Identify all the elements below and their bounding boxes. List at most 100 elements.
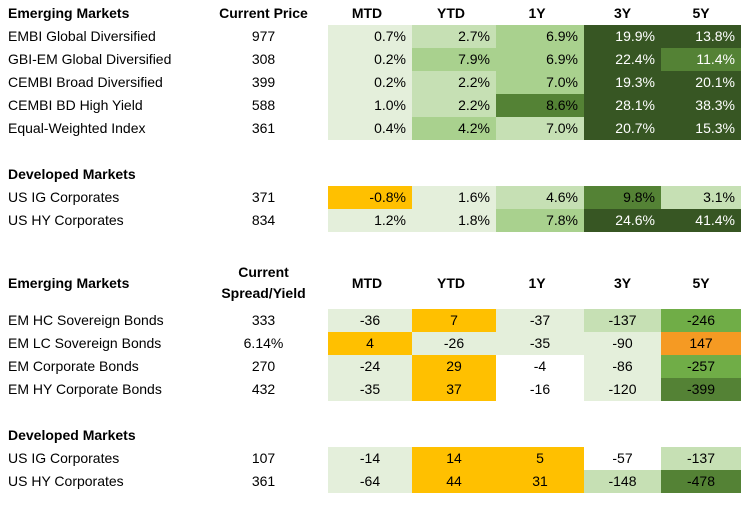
ytd-cell: 7	[412, 309, 496, 332]
row-label: GBI-EM Global Diversified	[8, 51, 172, 67]
5y-header: 5Y	[692, 275, 710, 291]
5y-cell: -137	[661, 447, 741, 470]
mtd-cell: 1.2%	[328, 209, 412, 232]
3y-cell: -57	[584, 447, 661, 470]
current-price-header: Current Price	[219, 5, 308, 21]
mtd-cell: 4	[328, 332, 412, 355]
mtd-header: MTD	[351, 5, 383, 21]
mtd-cell: 0.2%	[328, 48, 412, 71]
1y-cell: 7.0%	[496, 71, 584, 94]
developed-markets-title: Developed Markets	[8, 166, 136, 182]
ytd-cell: 1.6%	[412, 186, 496, 209]
spread-header-line1: Current	[238, 264, 289, 280]
table-row: GBI-EM Global Diversified 308 0.2% 7.9% …	[0, 48, 751, 71]
5y-cell: -257	[661, 355, 741, 378]
ytd-cell: 29	[412, 355, 496, 378]
current-price: 361	[251, 120, 276, 136]
mtd-cell: -36	[328, 309, 412, 332]
3y-cell: 19.3%	[584, 71, 661, 94]
current-spread: 432	[251, 381, 276, 397]
current-spread: 361	[251, 473, 276, 489]
3y-cell: 20.7%	[584, 117, 661, 140]
1y-cell: -35	[496, 332, 584, 355]
3y-cell: 19.9%	[584, 25, 661, 48]
current-price: 834	[251, 212, 276, 228]
row-label: US IG Corporates	[8, 450, 120, 466]
5y-header: 5Y	[692, 5, 710, 21]
mtd-cell: 0.7%	[328, 25, 412, 48]
current-price: 371	[251, 189, 276, 205]
5y-cell: -478	[661, 470, 741, 493]
current-price: 977	[251, 28, 276, 44]
spreads-section-title: Emerging Markets	[8, 275, 130, 291]
1y-cell: -4	[496, 355, 584, 378]
row-label: EMBI Global Diversified	[8, 28, 156, 44]
ytd-cell: -26	[412, 332, 496, 355]
1y-cell: 8.6%	[496, 94, 584, 117]
5y-cell: -399	[661, 378, 741, 401]
5y-cell: 11.4%	[661, 48, 741, 71]
1y-cell: -16	[496, 378, 584, 401]
3y-header: 3Y	[613, 5, 632, 21]
returns-header-row: Emerging Markets Current Price MTD YTD 1…	[0, 2, 751, 25]
table-row: EM LC Sovereign Bonds 6.14% 4 -26 -35 -9…	[0, 332, 751, 355]
table-row: CEMBI Broad Diversified 399 0.2% 2.2% 7.…	[0, 71, 751, 94]
3y-cell: -90	[584, 332, 661, 355]
5y-cell: -246	[661, 309, 741, 332]
spreads-header-row: Emerging Markets Current Spread/Yield MT…	[0, 260, 751, 306]
spread-header-line2: Spread/Yield	[221, 285, 306, 301]
table-row: US IG Corporates 371 -0.8% 1.6% 4.6% 9.8…	[0, 186, 751, 209]
table-row: EM HY Corporate Bonds 432 -35 37 -16 -12…	[0, 378, 751, 401]
mtd-cell: 1.0%	[328, 94, 412, 117]
mtd-cell: -24	[328, 355, 412, 378]
1y-cell: 4.6%	[496, 186, 584, 209]
3y-cell: 9.8%	[584, 186, 661, 209]
current-spread: 333	[251, 312, 276, 328]
mtd-cell: -0.8%	[328, 186, 412, 209]
row-label: Equal-Weighted Index	[8, 120, 146, 136]
3y-cell: 28.1%	[584, 94, 661, 117]
5y-cell: 147	[661, 332, 741, 355]
table-row: EMBI Global Diversified 977 0.7% 2.7% 6.…	[0, 25, 751, 48]
5y-cell: 41.4%	[661, 209, 741, 232]
1y-header: 1Y	[528, 275, 546, 291]
row-label: EM Corporate Bonds	[8, 358, 139, 374]
current-price: 588	[251, 97, 276, 113]
row-label: EM HY Corporate Bonds	[8, 381, 162, 397]
ytd-cell: 44	[412, 470, 496, 493]
table-row: US HY Corporates 361 -64 44 31 -148 -478	[0, 470, 751, 493]
row-label: US HY Corporates	[8, 212, 124, 228]
ytd-cell: 2.2%	[412, 94, 496, 117]
1y-cell: 7.8%	[496, 209, 584, 232]
table-row: US IG Corporates 107 -14 14 5 -57 -137	[0, 447, 751, 470]
mtd-cell: 0.4%	[328, 117, 412, 140]
mtd-cell: 0.2%	[328, 71, 412, 94]
1y-cell: -37	[496, 309, 584, 332]
row-label: CEMBI Broad Diversified	[8, 74, 163, 90]
table-row: US HY Corporates 834 1.2% 1.8% 7.8% 24.6…	[0, 209, 751, 232]
1y-cell: 6.9%	[496, 48, 584, 71]
ytd-cell: 4.2%	[412, 117, 496, 140]
spread-yield-header: Current Spread/Yield	[212, 260, 315, 306]
current-spread: 270	[251, 358, 276, 374]
mtd-cell: -64	[328, 470, 412, 493]
row-label: US HY Corporates	[8, 473, 124, 489]
current-spread: 107	[251, 450, 276, 466]
table-row: EM Corporate Bonds 270 -24 29 -4 -86 -25…	[0, 355, 751, 378]
ytd-header: YTD	[437, 5, 465, 21]
row-label: CEMBI BD High Yield	[8, 97, 143, 113]
mtd-cell: -14	[328, 447, 412, 470]
3y-cell: -86	[584, 355, 661, 378]
ytd-cell: 37	[412, 378, 496, 401]
row-label: EM HC Sovereign Bonds	[8, 312, 164, 328]
mtd-header: MTD	[351, 275, 383, 291]
returns-dm-title-row: Developed Markets	[0, 163, 751, 186]
mtd-cell: -35	[328, 378, 412, 401]
3y-cell: -120	[584, 378, 661, 401]
1y-cell: 31	[496, 470, 584, 493]
row-label: EM LC Sovereign Bonds	[8, 335, 162, 351]
ytd-cell: 14	[412, 447, 496, 470]
3y-cell: 24.6%	[584, 209, 661, 232]
ytd-cell: 2.2%	[412, 71, 496, 94]
spreads-dm-title-row: Developed Markets	[0, 424, 751, 447]
